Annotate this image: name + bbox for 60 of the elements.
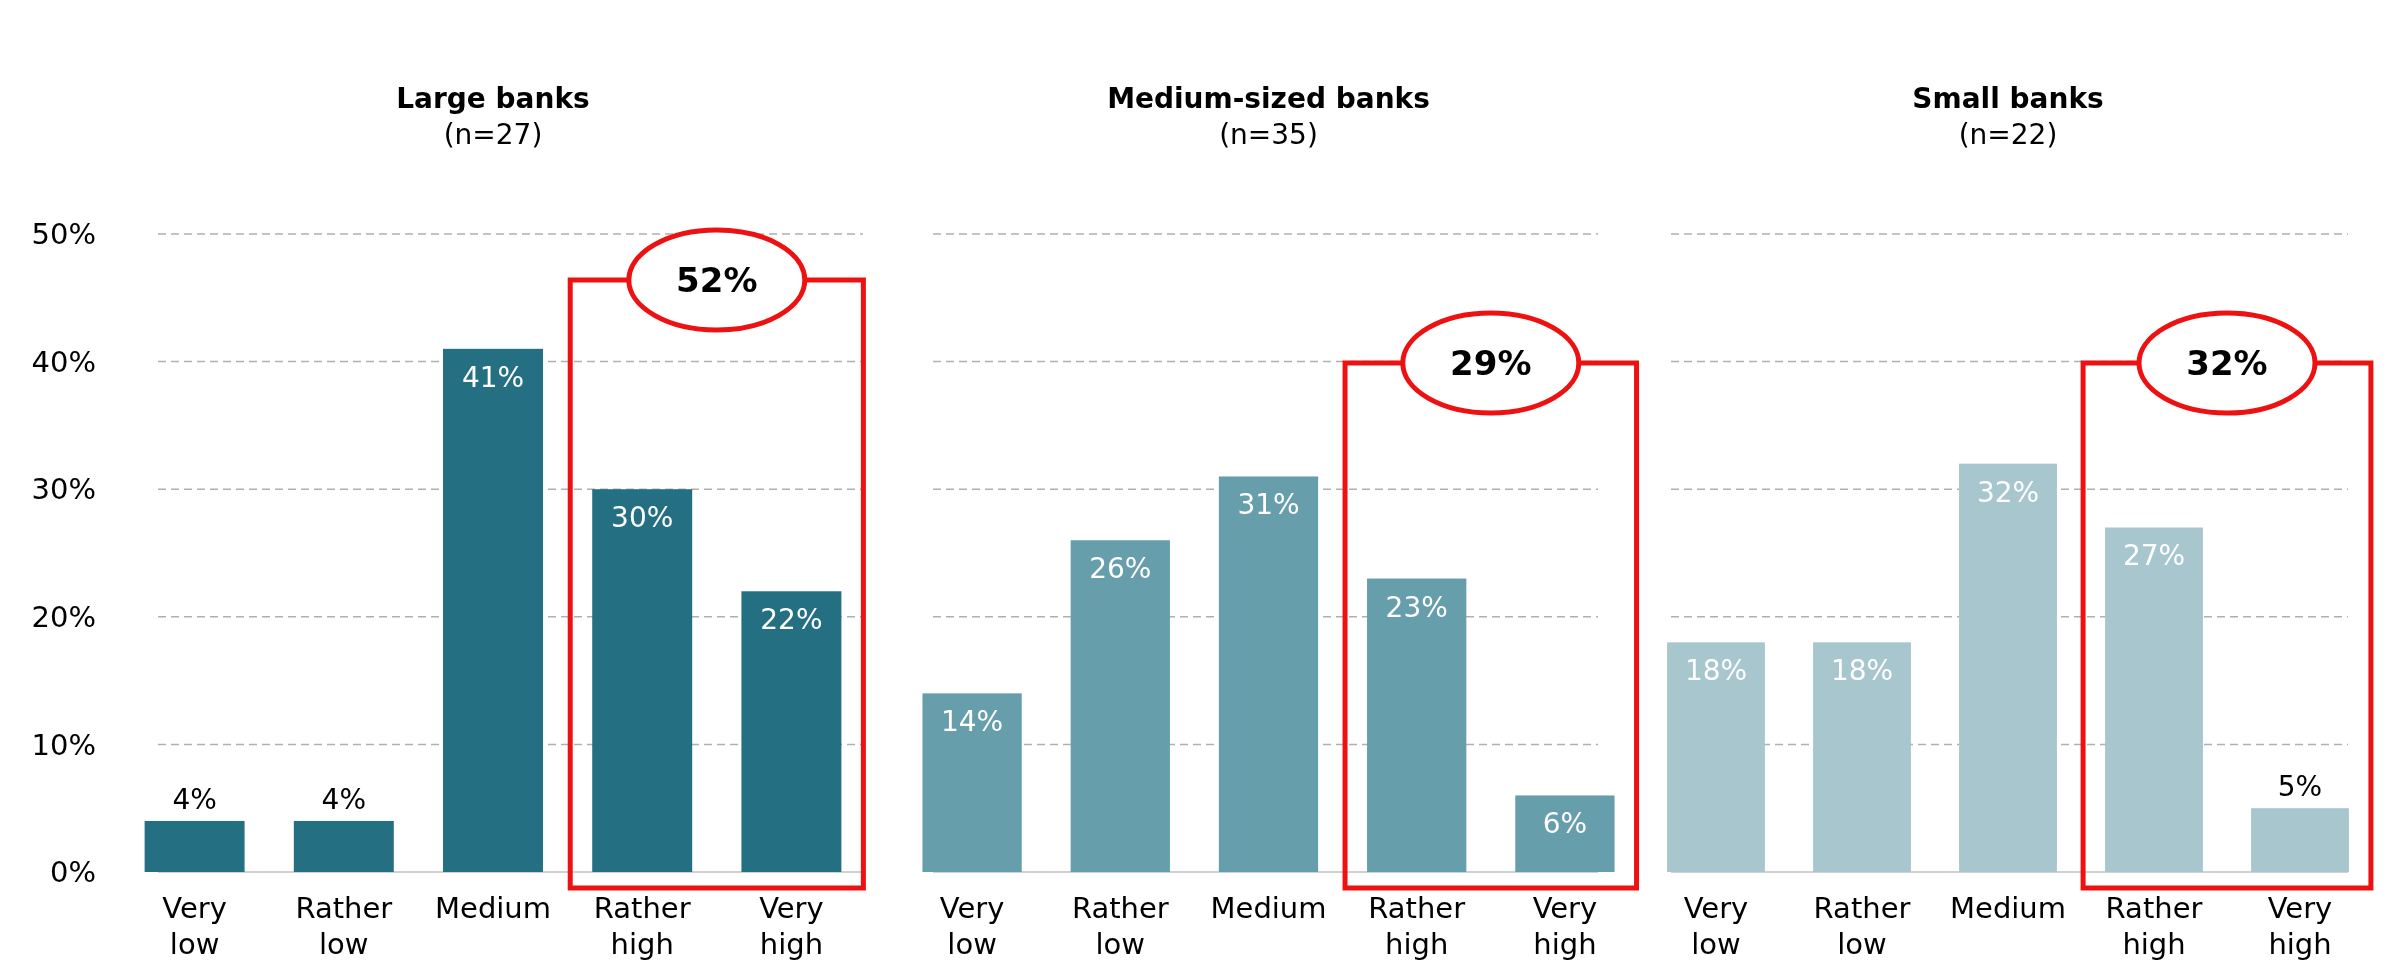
chart-title: Medium-sized banks <box>1107 82 1430 115</box>
data-label: 18% <box>1830 654 1894 688</box>
bar <box>1515 795 1615 872</box>
y-tick-label: 30% <box>31 472 96 507</box>
bar <box>1667 642 1765 872</box>
chart-title: Small banks <box>1912 82 2104 115</box>
x-tick-label: Rather low <box>1071 891 1169 961</box>
x-tick-label: Medium <box>1210 891 1327 925</box>
data-label: 30% <box>611 501 674 535</box>
x-tick-label: Very low <box>162 891 227 961</box>
chart-title: Large banks <box>396 82 590 115</box>
x-tick-label: Rather high <box>593 891 691 961</box>
bar <box>741 591 842 872</box>
data-label: 14% <box>940 705 1004 739</box>
chart-subtitle: (n=35) <box>1219 118 1318 151</box>
x-tick-label: Rather low <box>295 891 393 961</box>
bar <box>1070 540 1170 872</box>
bar <box>2105 527 2203 872</box>
x-tick-label: Rather high <box>2105 891 2203 961</box>
annotation: 32% <box>2186 342 2268 383</box>
x-tick-label: Very low <box>939 891 1005 961</box>
data-label: 31% <box>1237 488 1300 522</box>
x-tick-label: Rather low <box>1813 891 1911 961</box>
x-tick-label: Very high <box>2267 891 2333 961</box>
data-label: 6% <box>1542 807 1588 841</box>
chart-subtitle: (n=27) <box>443 118 543 151</box>
x-tick-label: Medium <box>1950 891 2066 925</box>
bar <box>1813 642 1911 872</box>
x-tick-label: Rather high <box>1368 891 1466 961</box>
data-label: 26% <box>1089 552 1152 586</box>
data-label: 5% <box>2277 770 2323 804</box>
y-tick-label: 0% <box>49 855 96 890</box>
data-label: 23% <box>1385 590 1448 624</box>
bar <box>144 820 245 872</box>
x-tick-label: Medium <box>435 891 551 925</box>
x-tick-label: Very high <box>1532 891 1598 961</box>
data-label: 4% <box>321 782 367 816</box>
data-label: 22% <box>760 603 823 637</box>
chart-subtitle: (n=22) <box>1958 118 2058 151</box>
bar <box>443 348 543 872</box>
y-tick-label: 50% <box>31 217 96 252</box>
data-label: 27% <box>2122 539 2186 573</box>
bar <box>592 489 693 872</box>
bar <box>1367 578 1467 872</box>
bar <box>1959 463 2057 872</box>
y-tick-label: 20% <box>31 599 96 634</box>
bar <box>922 693 1022 872</box>
data-label: 4% <box>172 782 217 816</box>
x-tick-label: Very high <box>759 891 824 961</box>
y-tick-label: 40% <box>31 344 96 379</box>
data-label: 18% <box>1684 654 1748 688</box>
x-tick-label: Very low <box>1683 891 1749 961</box>
bar <box>1218 476 1319 872</box>
data-label: 32% <box>1976 475 2040 509</box>
bar <box>293 820 394 872</box>
data-label: 41% <box>461 360 525 394</box>
annotation: 52% <box>676 259 758 300</box>
annotation: 29% <box>1450 342 1532 383</box>
bar <box>2251 808 2349 872</box>
y-tick-label: 10% <box>31 727 96 762</box>
